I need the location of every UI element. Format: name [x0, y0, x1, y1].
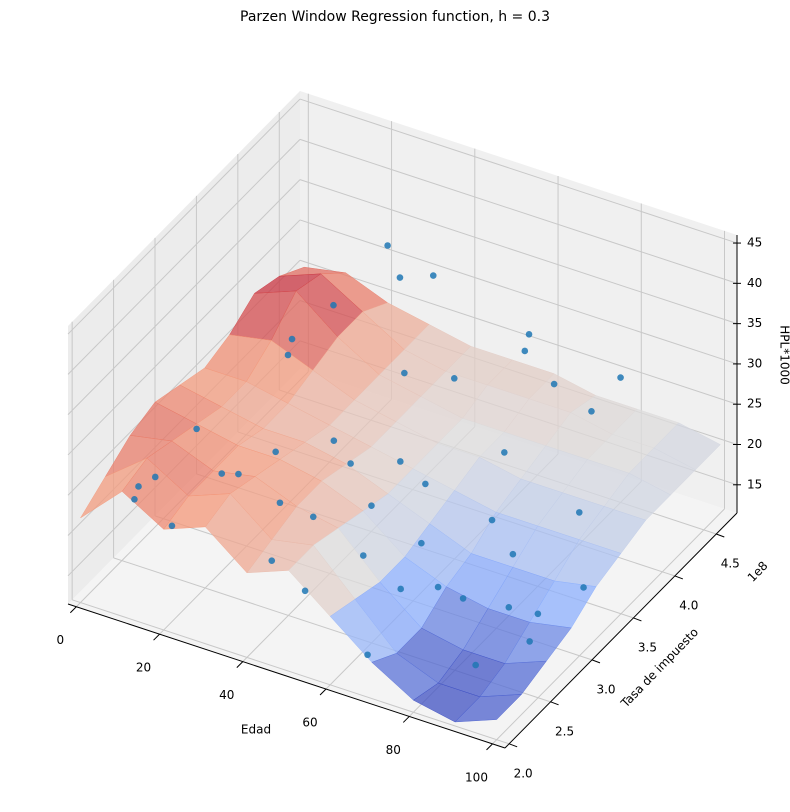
- scatter-point: [288, 335, 296, 343]
- chart-title: Parzen Window Regression function, h = 0…: [240, 9, 550, 25]
- scatter-point: [272, 448, 279, 456]
- z-tick-label: 25: [747, 397, 762, 411]
- scatter-point: [526, 638, 533, 645]
- tick-mark: [153, 633, 160, 641]
- scatter-point: [330, 301, 337, 309]
- grid-line: [299, 219, 738, 365]
- grid-line: [492, 508, 725, 745]
- surface: [80, 266, 721, 723]
- scatter-point: [450, 375, 458, 382]
- x-tick-label: 80: [386, 743, 401, 757]
- scatter-point: [397, 458, 404, 465]
- y-tick-label: 2.5: [555, 724, 574, 738]
- x-tick-label: 100: [465, 770, 488, 784]
- z-tick-label: 15: [747, 477, 762, 491]
- tick-mark: [69, 606, 77, 614]
- tick-mark: [236, 661, 244, 668]
- x-axis-label: Edad: [241, 723, 271, 737]
- grid-line: [67, 179, 301, 415]
- tick-mark: [633, 617, 642, 622]
- scatter-point: [284, 351, 292, 359]
- tick-mark: [319, 688, 327, 696]
- scatter-point: [384, 242, 391, 249]
- scatter-point: [151, 473, 159, 481]
- scatter-point: [330, 437, 338, 445]
- grid-line: [299, 98, 738, 244]
- scatter-point: [359, 552, 367, 559]
- scatter-point: [459, 595, 467, 602]
- z-tick-label: 30: [747, 356, 762, 370]
- y-tick-label: 2.0: [514, 766, 533, 780]
- y-tick-label: 3.5: [638, 640, 657, 654]
- z-tick-label: 20: [747, 437, 762, 451]
- scatter-point: [575, 509, 583, 516]
- x-tick-label: 60: [302, 716, 317, 730]
- scatter-point: [580, 584, 587, 591]
- scatter-point: [434, 583, 442, 591]
- scatter-point: [368, 502, 375, 509]
- scatter-point: [401, 369, 408, 377]
- scatter-point: [168, 522, 176, 530]
- z-tick-label: 45: [747, 236, 762, 250]
- scatter-point: [550, 380, 558, 388]
- tick-mark: [508, 743, 518, 748]
- tick-mark: [402, 716, 410, 723]
- scatter-point: [396, 274, 404, 281]
- grid-line: [67, 219, 301, 456]
- y-offset-label: 1e8: [745, 559, 771, 585]
- y-tick-label: 4.0: [679, 598, 698, 612]
- grid-line: [299, 259, 738, 405]
- grid-line: [299, 179, 738, 325]
- z-tick-label: 40: [747, 276, 762, 290]
- scatter-point: [218, 470, 226, 477]
- scatter-point: [135, 483, 142, 490]
- scatter-point: [521, 347, 529, 355]
- y-axis-label: Tasa de impuesto: [617, 625, 701, 711]
- scatter-point: [268, 557, 276, 564]
- grid-line: [67, 98, 301, 335]
- scatter-point: [397, 585, 405, 593]
- scatter-point: [588, 408, 595, 415]
- scatter-point: [193, 425, 200, 433]
- tick-mark: [716, 533, 725, 538]
- scatter-point: [347, 460, 354, 467]
- scatter-point: [276, 499, 284, 507]
- z-tick-label: 35: [747, 316, 762, 330]
- x-axis-line: [67, 603, 506, 749]
- x-tick-label: 20: [136, 661, 151, 675]
- scatter-point: [534, 610, 542, 618]
- scatter-point: [418, 539, 425, 547]
- scatter-point: [525, 331, 533, 338]
- grid-line: [67, 138, 301, 375]
- tick-mark: [486, 743, 493, 751]
- scatter-point: [422, 480, 429, 488]
- y-tick-label: 3.0: [596, 682, 615, 696]
- y-axis-line: [504, 512, 738, 749]
- scatter-point: [501, 449, 508, 456]
- scatter-point: [617, 374, 624, 381]
- x-tick-label: 0: [57, 633, 65, 647]
- scatter-point: [429, 272, 437, 279]
- scatter-point: [472, 661, 479, 669]
- surface-cell: [454, 694, 523, 723]
- scatter-point: [309, 513, 317, 521]
- tick-mark: [674, 575, 684, 580]
- tick-mark: [591, 659, 601, 664]
- scatter-point: [364, 651, 371, 659]
- scatter-point: [509, 550, 517, 558]
- scatter-point: [488, 516, 496, 524]
- scatter-point: [505, 604, 513, 611]
- scatter-point: [235, 470, 242, 478]
- scatter-point: [131, 495, 138, 503]
- grid-line: [71, 599, 510, 745]
- grid-line: [299, 138, 738, 284]
- tick-mark: [550, 701, 559, 706]
- y-tick-label: 4.5: [721, 556, 740, 570]
- scatter-point: [301, 587, 309, 595]
- z-axis-label: HPL*1000: [778, 325, 790, 384]
- x-tick-label: 40: [219, 688, 234, 702]
